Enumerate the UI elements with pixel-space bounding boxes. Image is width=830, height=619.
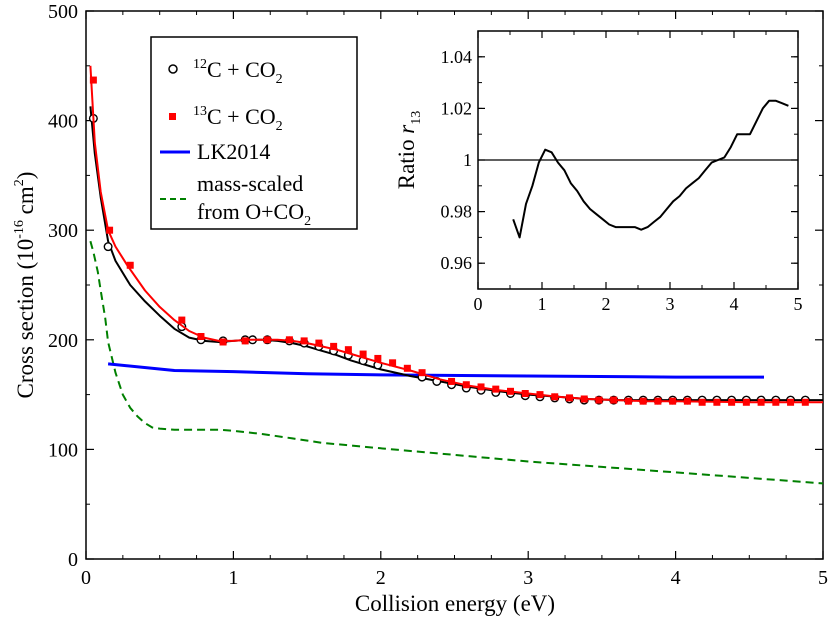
- data-point-13c: [219, 338, 227, 346]
- data-point-13c: [565, 394, 573, 402]
- inset-y-tick-label: 0.98: [441, 202, 473, 222]
- inset-y-tick-label: 1.04: [441, 47, 473, 67]
- main-x-tick-label: 4: [671, 567, 681, 589]
- data-point-13c: [403, 364, 411, 372]
- inset-x-tick-label: 1: [538, 294, 547, 314]
- legend-entry-13c: 13C + CO2: [169, 104, 283, 134]
- main-x-tick-label: 2: [376, 567, 386, 589]
- legend-box: [150, 36, 358, 230]
- inset-y-tick-label: 1.02: [441, 98, 473, 118]
- data-point-13c: [669, 397, 677, 405]
- inset-y-axis-title: Ratio r13: [394, 111, 424, 190]
- data-point-13c: [389, 359, 397, 367]
- data-point-13c: [639, 397, 647, 405]
- legend-label-mass-scaled-line2: from O+CO2: [197, 199, 311, 229]
- data-point-12c: [103, 242, 113, 252]
- data-point-13c: [772, 398, 780, 406]
- main-x-axis-title: Collision energy (eV): [355, 591, 555, 616]
- legend-marker-13c: [169, 113, 176, 120]
- data-point-13c: [654, 397, 662, 405]
- data-point-13c: [610, 396, 618, 404]
- main-ticks: 0 1 2 3 4 5 0 100 200 300 400 500: [48, 1, 828, 589]
- main-y-tick-label: 500: [48, 1, 78, 23]
- legend-entry-mass-scaled: mass-scaled from O+CO2: [160, 171, 311, 229]
- data-point-13c: [285, 336, 293, 344]
- data-point-13c: [757, 398, 765, 406]
- data-point-13c: [106, 226, 114, 234]
- data-point-13c: [624, 397, 632, 405]
- data-point-13c: [241, 337, 249, 345]
- inset-y-tick-label: 0.96: [441, 253, 473, 273]
- main-y-axis-title: Cross section (10-16 cm2): [12, 172, 38, 399]
- data-point-13c: [126, 261, 134, 269]
- main-x-tick-label: 5: [818, 567, 828, 589]
- legend: 12C + CO2 13C + CO2 LK2014 mass-scaled f…: [150, 36, 358, 230]
- main-y-tick-label: 400: [48, 111, 78, 133]
- data-point-13c: [801, 398, 809, 406]
- legend-label-mass-scaled-line1: mass-scaled: [197, 171, 303, 196]
- inset-y-tick-label: 1: [463, 150, 472, 170]
- data-point-13c: [507, 387, 515, 395]
- inset-series-line-ratio: [512, 99, 789, 239]
- main-y-tick-label: 100: [48, 439, 78, 461]
- data-point-13c: [713, 398, 721, 406]
- main-y-tick-label: 200: [48, 330, 78, 352]
- data-point-13c: [448, 377, 456, 385]
- legend-label-12c: 12C + CO2: [193, 57, 283, 87]
- main-series: [88, 65, 824, 485]
- data-point-13c: [418, 369, 426, 377]
- data-point-13c: [492, 385, 500, 393]
- data-point-13c: [178, 316, 186, 324]
- data-point-13c: [315, 339, 323, 347]
- main-x-tick-label: 1: [228, 567, 238, 589]
- legend-entry-12c: 12C + CO2: [168, 57, 283, 87]
- data-point-13c: [374, 354, 382, 362]
- data-point-13c: [787, 398, 795, 406]
- legend-marker-12c: [168, 64, 178, 74]
- data-point-13c: [477, 383, 485, 391]
- data-point-13c: [536, 391, 544, 399]
- data-point-13c: [521, 390, 529, 398]
- data-point-13c: [595, 396, 603, 404]
- data-point-13c: [580, 395, 588, 403]
- main-x-tick-label: 3: [523, 567, 533, 589]
- data-point-13c: [683, 397, 691, 405]
- data-point-13c: [89, 76, 97, 84]
- inset-ticks: 0 1 2 3 4 5 0.96 0.98 1 1.02 1.04: [441, 30, 803, 314]
- main-x-tick-label: 0: [81, 567, 91, 589]
- legend-label-13c: 13C + CO2: [193, 104, 283, 134]
- data-point-13c: [462, 381, 470, 389]
- legend-entry-lk2014: LK2014: [160, 139, 270, 164]
- data-point-13c: [263, 336, 271, 344]
- data-point-13c: [698, 398, 706, 406]
- inset-x-tick-label: 3: [666, 294, 675, 314]
- data-point-13c: [330, 342, 338, 350]
- data-point-13c: [344, 346, 352, 354]
- data-point-13c: [197, 333, 205, 341]
- data-point-13c: [742, 398, 750, 406]
- data-point-13c: [551, 393, 559, 401]
- data-point-13c: [728, 398, 736, 406]
- inset-x-tick-label: 0: [474, 294, 483, 314]
- inset-x-tick-label: 2: [602, 294, 611, 314]
- inset-series: [478, 99, 798, 239]
- main-y-tick-label: 0: [68, 549, 78, 571]
- legend-label-lk2014: LK2014: [197, 139, 270, 164]
- main-y-tick-label: 300: [48, 220, 78, 242]
- data-point-13c: [359, 350, 367, 358]
- series-line-lk2014: [107, 362, 764, 379]
- data-point-13c: [300, 337, 308, 345]
- inset-x-tick-label: 5: [794, 294, 803, 314]
- inset-x-tick-label: 4: [730, 294, 739, 314]
